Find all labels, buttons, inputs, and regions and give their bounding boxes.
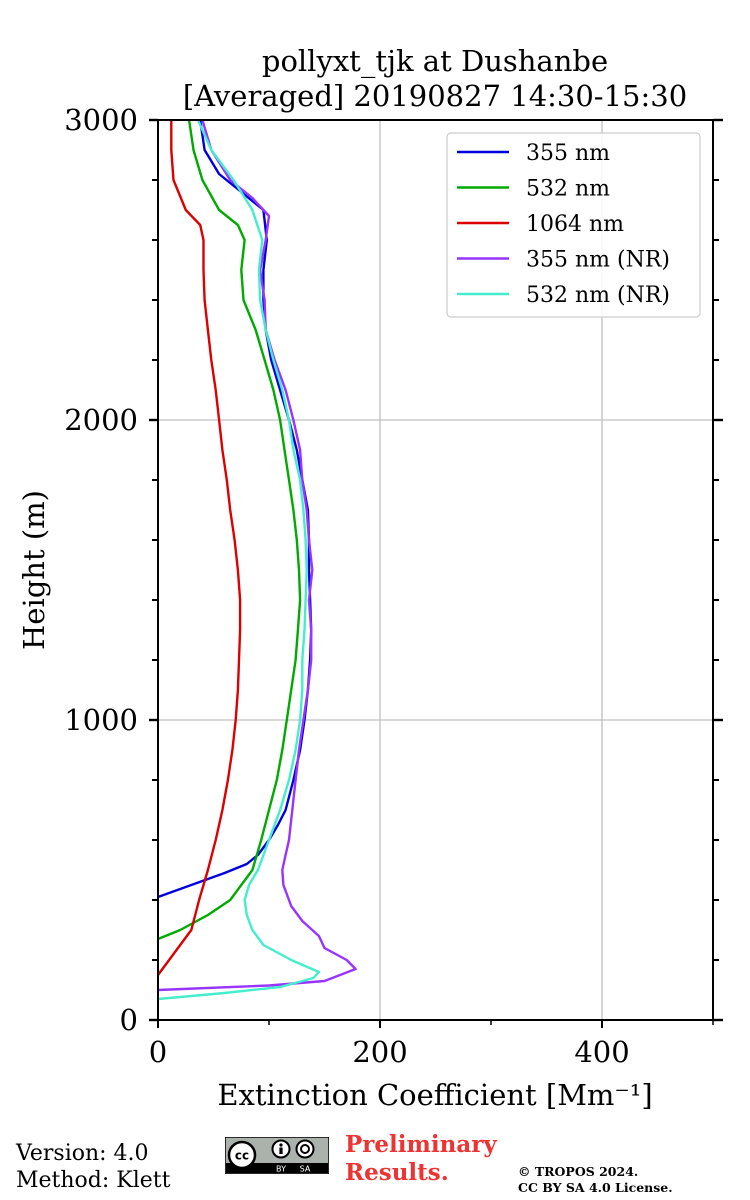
plot-frame	[157, 119, 714, 1021]
chart-subtitle: [Averaged] 20190827 14:30-15:30	[183, 79, 687, 113]
legend: 355 nm 532 nm 1064 nm 355 nm (NR) 532 nm (NR…	[446, 132, 701, 318]
prelim-line-1: Preliminary	[345, 1131, 497, 1158]
x-tick-label: 200	[352, 1035, 407, 1069]
legend-label: 355 nm	[526, 141, 610, 166]
series-group	[157, 119, 357, 1001]
version-text: Version: 4.0	[16, 1141, 149, 1166]
series-line-532-nm	[157, 119, 302, 941]
axis-ticks: 0 200 400 0 1000 2000 3000	[64, 103, 723, 1069]
sa-label: SA	[300, 1165, 311, 1174]
series-line-1064-nm	[157, 120, 242, 976]
footer-info: Version: 4.0 Method: Klett	[16, 1140, 170, 1194]
prelim-line-2: Results.	[345, 1159, 449, 1186]
y-tick-label: 2000	[64, 403, 138, 437]
chart-title: pollyxt_tjk at Dushanbe	[262, 44, 608, 79]
method-text: Method: Klett	[16, 1168, 171, 1193]
cc-license-badge: cc BY SA	[225, 1137, 329, 1174]
legend-label: 532 nm	[526, 177, 610, 202]
sa-icon	[295, 1139, 315, 1159]
x-axis-label: Extinction Coefficient [Mm⁻¹]	[217, 1078, 652, 1112]
y-axis-label: Height (m)	[17, 490, 51, 650]
cc-icon	[227, 1140, 257, 1170]
legend-label: 532 nm (NR)	[526, 283, 670, 308]
legend-box	[446, 132, 701, 318]
legend-label: 355 nm (NR)	[526, 248, 670, 273]
x-tick-label: 0	[149, 1035, 167, 1069]
series-line-532-nm-nr-	[157, 119, 321, 1001]
copyright-note: © TROPOS 2024. CC BY SA 4.0 License.	[518, 1164, 673, 1196]
y-tick-label: 3000	[64, 103, 138, 137]
by-label: BY	[276, 1165, 286, 1174]
legend-label: 1064 nm	[526, 212, 624, 237]
copyright-line-1: © TROPOS 2024.	[518, 1164, 639, 1179]
y-tick-label: 1000	[64, 703, 138, 737]
copyright-line-2: CC BY SA 4.0 License.	[518, 1180, 673, 1195]
x-tick-label: 400	[574, 1035, 629, 1069]
preliminary-results-note: Preliminary Results.	[345, 1131, 497, 1187]
series-line-355-nm-nr-	[157, 119, 357, 992]
svg-text:cc: cc	[235, 1149, 249, 1163]
y-tick-label: 0	[120, 1003, 138, 1037]
